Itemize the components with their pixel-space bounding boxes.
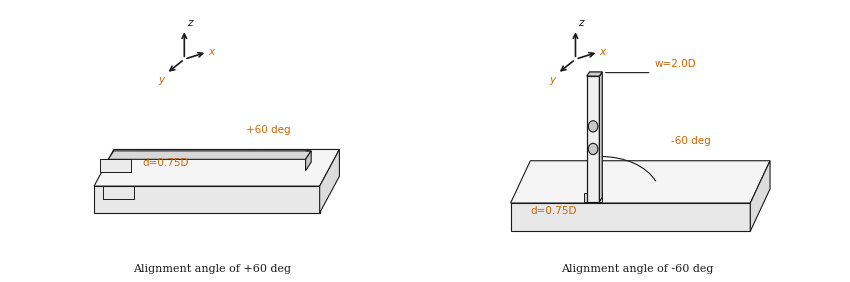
Text: z: z (187, 18, 193, 28)
Polygon shape (511, 203, 751, 231)
Polygon shape (586, 76, 599, 202)
Text: y: y (550, 75, 556, 85)
Text: Alignment angle of +60 deg: Alignment angle of +60 deg (133, 264, 292, 274)
Ellipse shape (588, 121, 598, 132)
Polygon shape (751, 161, 770, 231)
Text: y: y (158, 75, 165, 85)
Ellipse shape (588, 143, 598, 155)
Text: z: z (578, 18, 584, 28)
Polygon shape (99, 159, 131, 172)
Text: x: x (208, 47, 214, 57)
Polygon shape (584, 193, 603, 202)
Text: x: x (599, 47, 605, 57)
Polygon shape (94, 186, 320, 213)
Text: Alignment angle of -60 deg: Alignment angle of -60 deg (561, 264, 714, 274)
Polygon shape (108, 151, 311, 159)
Text: d=0.75D: d=0.75D (530, 206, 577, 216)
Polygon shape (586, 72, 603, 76)
Polygon shape (305, 151, 311, 171)
Polygon shape (511, 161, 770, 203)
Polygon shape (94, 149, 339, 186)
Text: -60 deg: -60 deg (672, 136, 711, 146)
Text: +60 deg: +60 deg (246, 125, 291, 135)
Text: w=2.0D: w=2.0D (654, 59, 696, 69)
Polygon shape (599, 72, 603, 202)
Text: d=0.75D: d=0.75D (142, 158, 189, 168)
Polygon shape (320, 149, 339, 213)
